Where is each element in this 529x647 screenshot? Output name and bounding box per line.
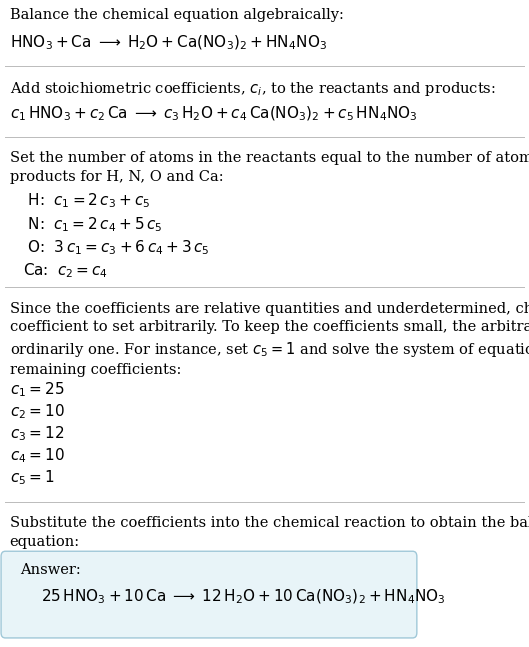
Text: Add stoichiometric coefficients, $c_i$, to the reactants and products:: Add stoichiometric coefficients, $c_i$, … <box>10 80 495 98</box>
Text: Set the number of atoms in the reactants equal to the number of atoms in the
pro: Set the number of atoms in the reactants… <box>10 151 529 184</box>
Text: H: $\;c_1 = 2\,c_3 + c_5$: H: $\;c_1 = 2\,c_3 + c_5$ <box>23 192 150 210</box>
Text: Ca: $\;c_2 = c_4$: Ca: $\;c_2 = c_4$ <box>23 261 108 280</box>
Text: $c_5 = 1$: $c_5 = 1$ <box>10 468 54 487</box>
Text: $c_2 = 10$: $c_2 = 10$ <box>10 402 64 421</box>
Text: Substitute the coefficients into the chemical reaction to obtain the balanced
eq: Substitute the coefficients into the che… <box>10 516 529 549</box>
Text: N: $\;c_1 = 2\,c_4 + 5\,c_5$: N: $\;c_1 = 2\,c_4 + 5\,c_5$ <box>23 215 162 234</box>
Text: $25\,\mathrm{HNO_3} + 10\,\mathrm{Ca} \;\longrightarrow\; 12\,\mathrm{H_2O} + 10: $25\,\mathrm{HNO_3} + 10\,\mathrm{Ca} \;… <box>41 587 446 606</box>
Text: Balance the chemical equation algebraically:: Balance the chemical equation algebraica… <box>10 8 343 22</box>
Text: $c_1\,\mathrm{HNO_3} + c_2\,\mathrm{Ca} \;\longrightarrow\; c_3\,\mathrm{H_2O} +: $c_1\,\mathrm{HNO_3} + c_2\,\mathrm{Ca} … <box>10 105 417 123</box>
Text: Since the coefficients are relative quantities and underdetermined, choose a
coe: Since the coefficients are relative quan… <box>10 302 529 377</box>
Text: Answer:: Answer: <box>20 563 81 577</box>
Text: $c_4 = 10$: $c_4 = 10$ <box>10 446 64 465</box>
Text: $c_1 = 25$: $c_1 = 25$ <box>10 380 64 399</box>
Text: O: $\;3\,c_1 = c_3 + 6\,c_4 + 3\,c_5$: O: $\;3\,c_1 = c_3 + 6\,c_4 + 3\,c_5$ <box>23 238 209 257</box>
Text: $\mathrm{HNO_3} + \mathrm{Ca} \;\longrightarrow\; \mathrm{H_2O} + \mathrm{Ca(NO_: $\mathrm{HNO_3} + \mathrm{Ca} \;\longrig… <box>10 34 327 52</box>
FancyBboxPatch shape <box>1 551 417 638</box>
Text: $c_3 = 12$: $c_3 = 12$ <box>10 424 63 443</box>
